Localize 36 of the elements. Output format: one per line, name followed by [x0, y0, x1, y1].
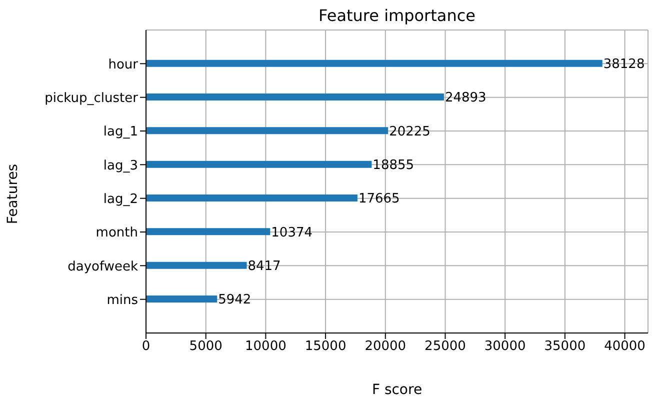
y-tick-label: lag_2: [103, 192, 138, 207]
x-tick-label: 0: [142, 339, 150, 354]
x-tick-label: 15000: [304, 339, 346, 354]
data-label: 18855: [372, 158, 414, 173]
x-tick-label: 30000: [484, 339, 526, 354]
x-tick-label: 40000: [604, 339, 646, 354]
y-axis-title: Features: [5, 164, 21, 224]
bar: [146, 262, 247, 269]
bar: [146, 160, 372, 168]
y-tick-label: lag_3: [103, 158, 138, 174]
bar: [146, 94, 444, 100]
y-tick-label: dayofweek: [68, 259, 138, 274]
bar: [146, 60, 602, 67]
bar: [146, 296, 218, 302]
bar: [146, 194, 358, 202]
x-axis-title: F score: [370, 382, 424, 398]
y-tick-label: hour: [108, 57, 139, 72]
x-tick-label: 10000: [245, 339, 286, 354]
bar: [146, 127, 388, 134]
chart-title: Feature importance: [318, 6, 476, 25]
x-tick-label: 25000: [424, 339, 466, 354]
x-tick-label: 20000: [364, 339, 406, 354]
bar: [146, 228, 270, 236]
x-tick-label: 5000: [189, 339, 222, 354]
data-label: 24893: [444, 90, 486, 106]
data-label: 8417: [248, 258, 281, 274]
data-label: 20225: [389, 124, 430, 140]
data-label: 10374: [271, 225, 313, 240]
y-tick-label: pickup_cluster: [44, 90, 139, 106]
data-label: 17665: [358, 192, 400, 207]
y-tick-label: lag_1: [103, 124, 138, 140]
data-label: 5942: [218, 292, 252, 308]
y-tick-label: mins: [106, 292, 138, 308]
data-label: 38128: [603, 56, 645, 72]
x-tick-label: 35000: [544, 339, 586, 354]
y-tick-label: month: [96, 226, 138, 241]
